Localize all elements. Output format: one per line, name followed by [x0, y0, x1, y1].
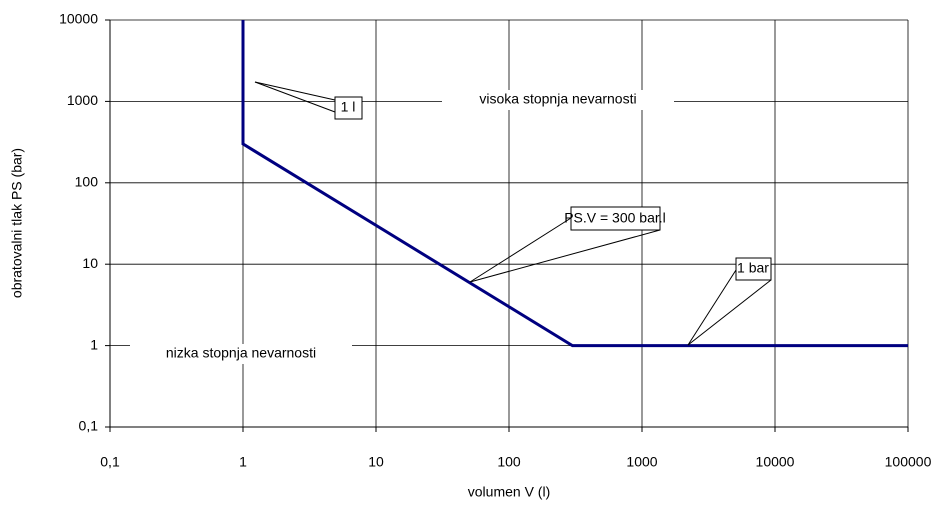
- x-tick-label: 100000: [885, 454, 932, 470]
- annotation: 1 bar: [737, 260, 769, 276]
- annotation: 1 l: [341, 99, 356, 115]
- annotation-box: [334, 96, 363, 120]
- annotation-box: [570, 206, 661, 231]
- x-tick-label: 1: [239, 454, 247, 470]
- annotation: visoka stopnja nevarnosti: [479, 91, 636, 107]
- x-tick-label: 10: [368, 454, 384, 470]
- annotation-box: [735, 257, 772, 281]
- y-tick-label: 0,1: [79, 418, 99, 434]
- callout: [254, 81, 336, 101]
- y-tick-label: 1000: [67, 92, 98, 108]
- annotation-bg: [442, 90, 674, 110]
- x-tick-label: 1000: [626, 454, 657, 470]
- callout: [687, 269, 737, 346]
- callout: [687, 279, 772, 346]
- annotations: 1 l visoka stopnja nevarnosti PS.V = 300…: [130, 81, 772, 364]
- x-tick-label: 10000: [756, 454, 795, 470]
- y-tick-label: 10: [82, 255, 98, 271]
- callout: [254, 81, 336, 113]
- y-axis-label: obratovalni tlak PS (bar): [9, 148, 25, 298]
- callout: [469, 217, 572, 283]
- annotation: PS.V = 300 bar.l: [564, 210, 666, 226]
- x-axis-label: volumen V (l): [468, 484, 550, 500]
- annotation: nizka stopnja nevarnosti: [166, 345, 316, 361]
- annotation-bg: [130, 344, 352, 364]
- x-tick-label: 0,1: [100, 454, 120, 470]
- x-tick-label: 100: [497, 454, 521, 470]
- y-tick-label: 100: [75, 174, 99, 190]
- callout: [469, 229, 661, 283]
- y-tick-label: 1: [90, 336, 98, 352]
- y-tick-label: 10000: [59, 11, 98, 27]
- line: [241, 20, 908, 348]
